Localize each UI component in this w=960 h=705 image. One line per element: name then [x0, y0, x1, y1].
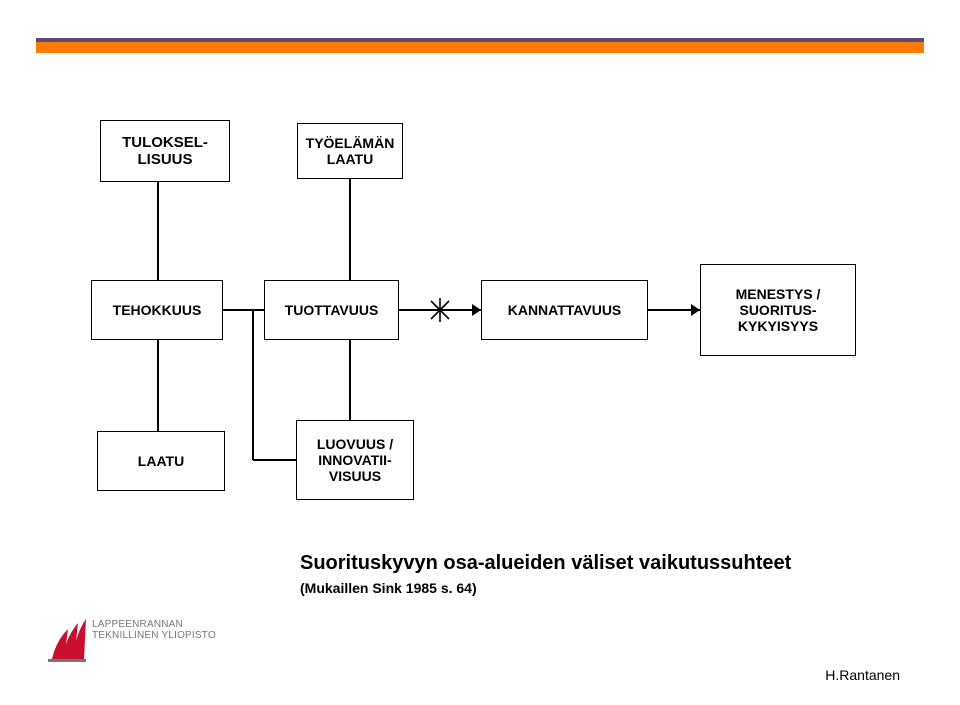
connector-segment — [223, 309, 264, 311]
connector-segment — [349, 340, 351, 420]
caption-subtitle: (Mukaillen Sink 1985 s. 64) — [300, 580, 477, 596]
arrow-head-icon — [472, 304, 481, 316]
connector-segment — [157, 340, 159, 431]
junction-star-icon — [425, 295, 455, 325]
arrow-head-icon — [691, 304, 700, 316]
logo-text-line2: TEKNILLINEN YLIOPISTO — [92, 630, 216, 641]
node-tuottavuus: TUOTTAVUUS — [264, 280, 399, 340]
slide-root: TULOKSEL-LISUUS TYÖELÄMÄNLAATU TEHOKKUUS TU… — [0, 0, 960, 705]
connector-segment — [252, 310, 254, 460]
connector-segment — [349, 179, 351, 280]
logo-text: LAPPEENRANNAN TEKNILLINEN YLIOPISTO — [92, 619, 216, 641]
connector-segment — [253, 459, 296, 461]
footer-author: H.Rantanen — [825, 667, 900, 683]
node-menestys: MENESTYS /SUORITUS-KYKYISYYS — [700, 264, 856, 356]
node-tuloksellisuus: TULOKSEL-LISUUS — [100, 120, 230, 182]
caption-title: Suorituskyvyn osa-alueiden väliset vaiku… — [300, 552, 791, 575]
accent-bar-orange — [36, 42, 924, 53]
node-luovuus: LUOVUUS /INNOVATII-VISUUS — [296, 420, 414, 500]
logo-mark-icon — [46, 611, 90, 665]
node-tyoelaman_laatu: TYÖELÄMÄNLAATU — [297, 123, 403, 179]
node-tehokkuus: TEHOKKUUS — [91, 280, 223, 340]
node-kannattavuus: KANNATTAVUUS — [481, 280, 648, 340]
university-logo: LAPPEENRANNAN TEKNILLINEN YLIOPISTO — [46, 611, 226, 665]
connector-segment — [157, 182, 159, 280]
node-laatu: LAATU — [97, 431, 225, 491]
logo-text-line1: LAPPEENRANNAN — [92, 619, 183, 630]
